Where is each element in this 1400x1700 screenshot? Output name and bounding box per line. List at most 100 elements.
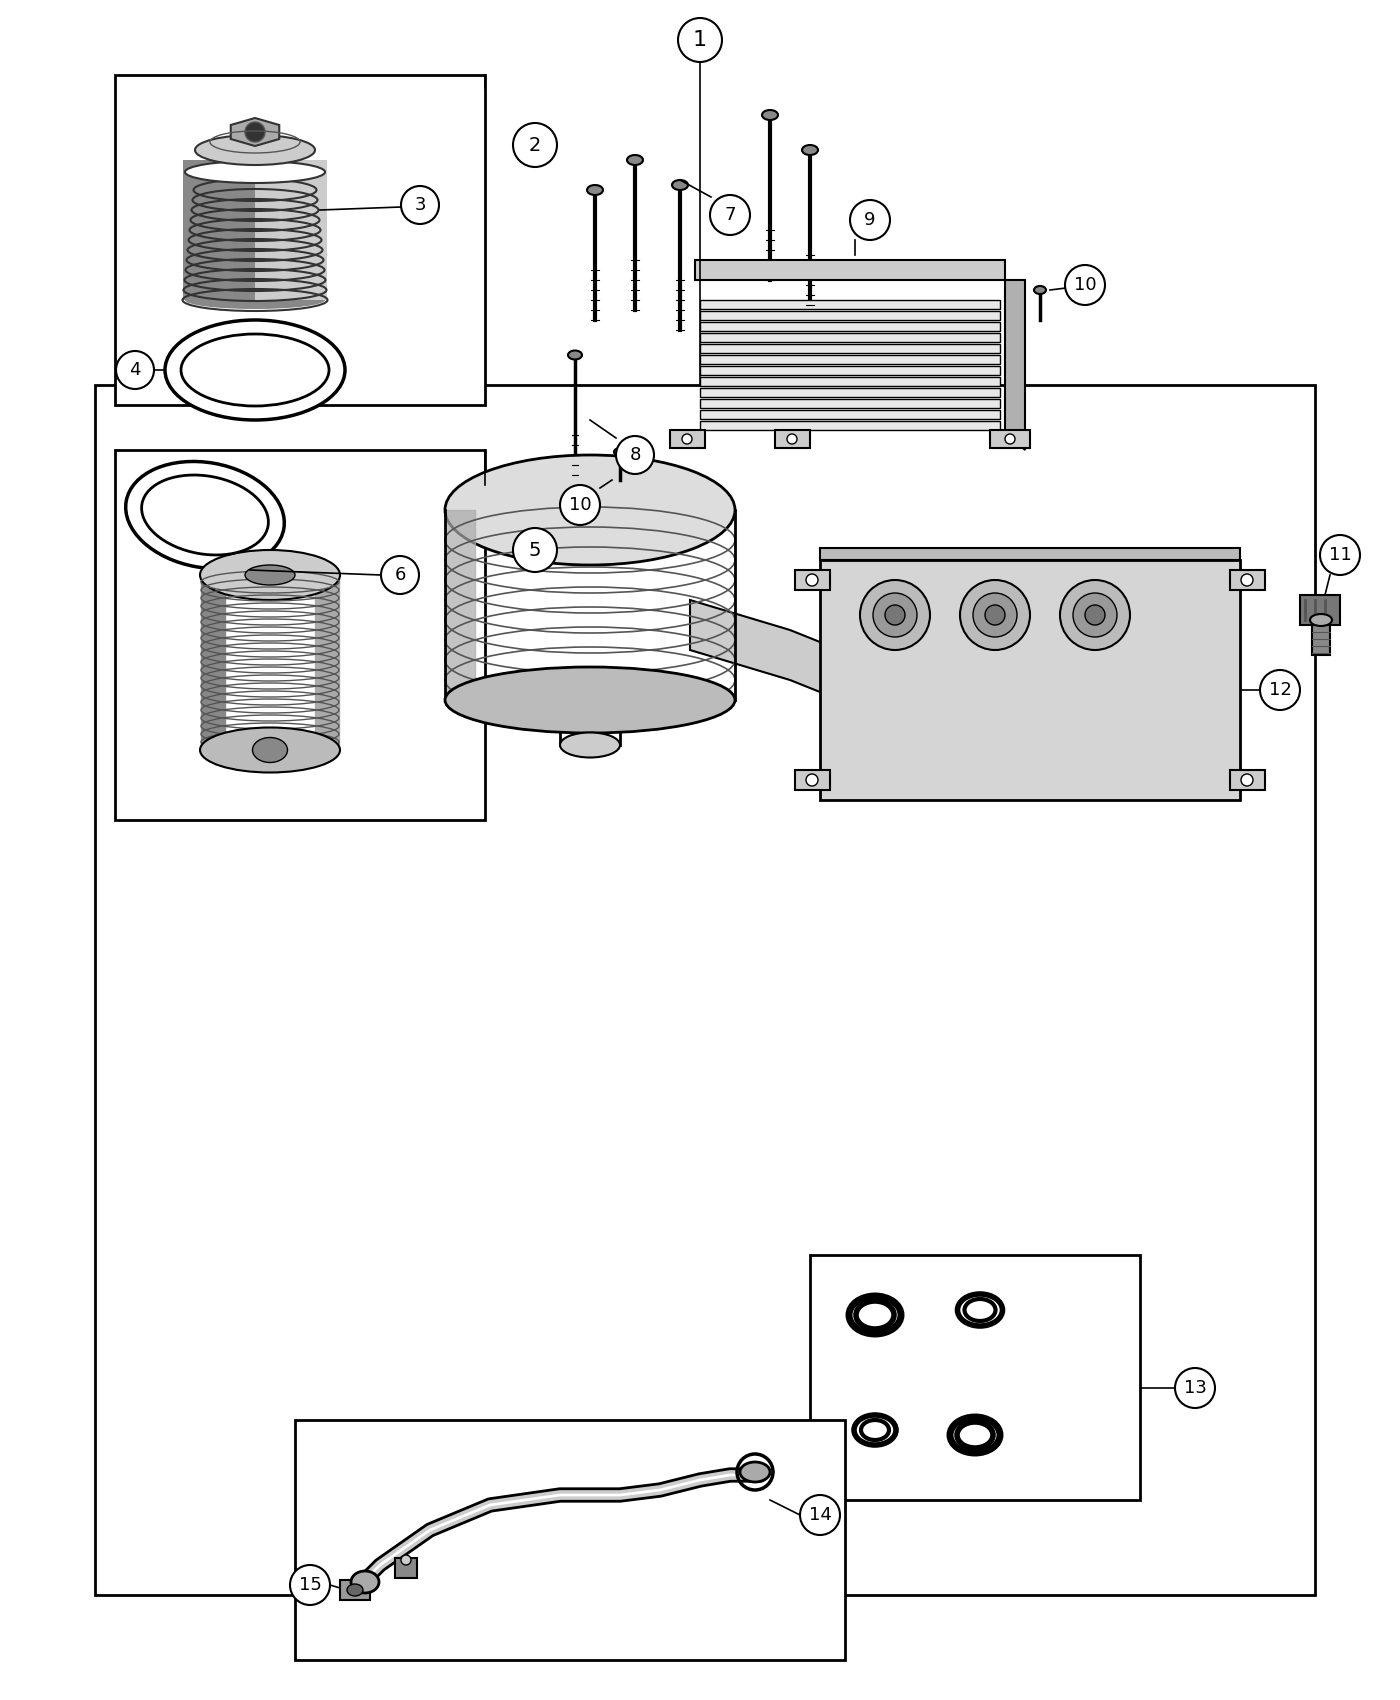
- FancyBboxPatch shape: [700, 410, 1000, 418]
- Text: 5: 5: [529, 541, 542, 559]
- FancyBboxPatch shape: [700, 422, 1000, 430]
- Text: 10: 10: [1074, 275, 1096, 294]
- Text: 15: 15: [298, 1576, 322, 1595]
- Ellipse shape: [958, 1421, 993, 1448]
- Ellipse shape: [627, 155, 643, 165]
- Text: 14: 14: [809, 1506, 832, 1523]
- Circle shape: [678, 19, 722, 61]
- Bar: [340, 1579, 370, 1600]
- Bar: [671, 430, 706, 449]
- Circle shape: [1320, 536, 1359, 575]
- Text: 9: 9: [864, 211, 876, 230]
- Polygon shape: [690, 600, 840, 700]
- Text: 10: 10: [568, 496, 591, 513]
- Ellipse shape: [615, 449, 626, 456]
- FancyBboxPatch shape: [700, 377, 1000, 386]
- Text: 4: 4: [129, 360, 141, 379]
- Text: 3: 3: [414, 196, 426, 214]
- Polygon shape: [1005, 280, 1025, 450]
- Text: 1: 1: [693, 31, 707, 49]
- Ellipse shape: [189, 252, 321, 269]
- Circle shape: [1065, 265, 1105, 304]
- Circle shape: [806, 575, 818, 586]
- Ellipse shape: [165, 320, 344, 420]
- Bar: [255, 160, 328, 299]
- Ellipse shape: [190, 231, 319, 248]
- Circle shape: [1175, 1368, 1215, 1408]
- Ellipse shape: [741, 1462, 770, 1482]
- FancyBboxPatch shape: [700, 366, 1000, 376]
- Circle shape: [290, 1566, 330, 1605]
- Circle shape: [1240, 575, 1253, 586]
- Ellipse shape: [188, 270, 323, 289]
- Text: 7: 7: [724, 206, 736, 224]
- FancyBboxPatch shape: [700, 355, 1000, 364]
- Text: 13: 13: [1183, 1379, 1207, 1397]
- Circle shape: [860, 580, 930, 649]
- Ellipse shape: [560, 733, 620, 758]
- Bar: [820, 547, 1240, 559]
- Bar: [1312, 626, 1330, 654]
- Bar: [395, 1557, 417, 1578]
- Bar: [694, 260, 1005, 281]
- Circle shape: [799, 1494, 840, 1535]
- Circle shape: [986, 605, 1005, 626]
- Polygon shape: [231, 117, 279, 146]
- Bar: [1231, 570, 1266, 590]
- Ellipse shape: [200, 551, 340, 600]
- Bar: [811, 1255, 1140, 1499]
- Circle shape: [806, 774, 818, 785]
- Ellipse shape: [141, 474, 269, 554]
- FancyBboxPatch shape: [820, 559, 1240, 801]
- Circle shape: [960, 580, 1030, 649]
- Ellipse shape: [568, 350, 582, 359]
- Circle shape: [1005, 434, 1015, 444]
- Circle shape: [682, 434, 692, 444]
- Text: 11: 11: [1329, 546, 1351, 564]
- Text: 6: 6: [395, 566, 406, 585]
- Bar: [1231, 770, 1266, 790]
- Ellipse shape: [245, 564, 295, 585]
- Circle shape: [874, 593, 917, 638]
- Circle shape: [560, 484, 601, 525]
- Circle shape: [1260, 670, 1301, 711]
- Circle shape: [245, 122, 265, 143]
- Ellipse shape: [672, 180, 687, 190]
- Bar: [990, 430, 1030, 449]
- Circle shape: [512, 529, 557, 571]
- FancyBboxPatch shape: [700, 321, 1000, 332]
- Ellipse shape: [445, 456, 735, 564]
- Ellipse shape: [193, 211, 316, 230]
- Bar: [1301, 595, 1340, 626]
- Circle shape: [400, 185, 440, 224]
- Ellipse shape: [1035, 286, 1046, 294]
- FancyBboxPatch shape: [700, 311, 1000, 320]
- Bar: [183, 160, 255, 299]
- Circle shape: [787, 434, 797, 444]
- Bar: [776, 430, 811, 449]
- Ellipse shape: [126, 461, 284, 568]
- Ellipse shape: [587, 185, 603, 196]
- Circle shape: [850, 201, 890, 240]
- Circle shape: [1085, 605, 1105, 626]
- Ellipse shape: [861, 1420, 889, 1440]
- Bar: [95, 384, 1315, 1595]
- FancyBboxPatch shape: [700, 343, 1000, 354]
- Ellipse shape: [351, 1571, 379, 1593]
- Ellipse shape: [181, 333, 329, 406]
- Ellipse shape: [965, 1299, 995, 1321]
- Circle shape: [885, 605, 904, 626]
- Circle shape: [116, 350, 154, 389]
- Text: 12: 12: [1268, 682, 1291, 699]
- Circle shape: [1072, 593, 1117, 638]
- Ellipse shape: [762, 110, 778, 121]
- Bar: [115, 450, 484, 819]
- Circle shape: [710, 196, 750, 235]
- Text: 2: 2: [529, 136, 542, 155]
- Ellipse shape: [185, 162, 325, 184]
- Bar: [295, 1420, 846, 1659]
- FancyBboxPatch shape: [700, 299, 1000, 309]
- Ellipse shape: [445, 666, 735, 733]
- FancyBboxPatch shape: [700, 388, 1000, 398]
- Ellipse shape: [802, 144, 818, 155]
